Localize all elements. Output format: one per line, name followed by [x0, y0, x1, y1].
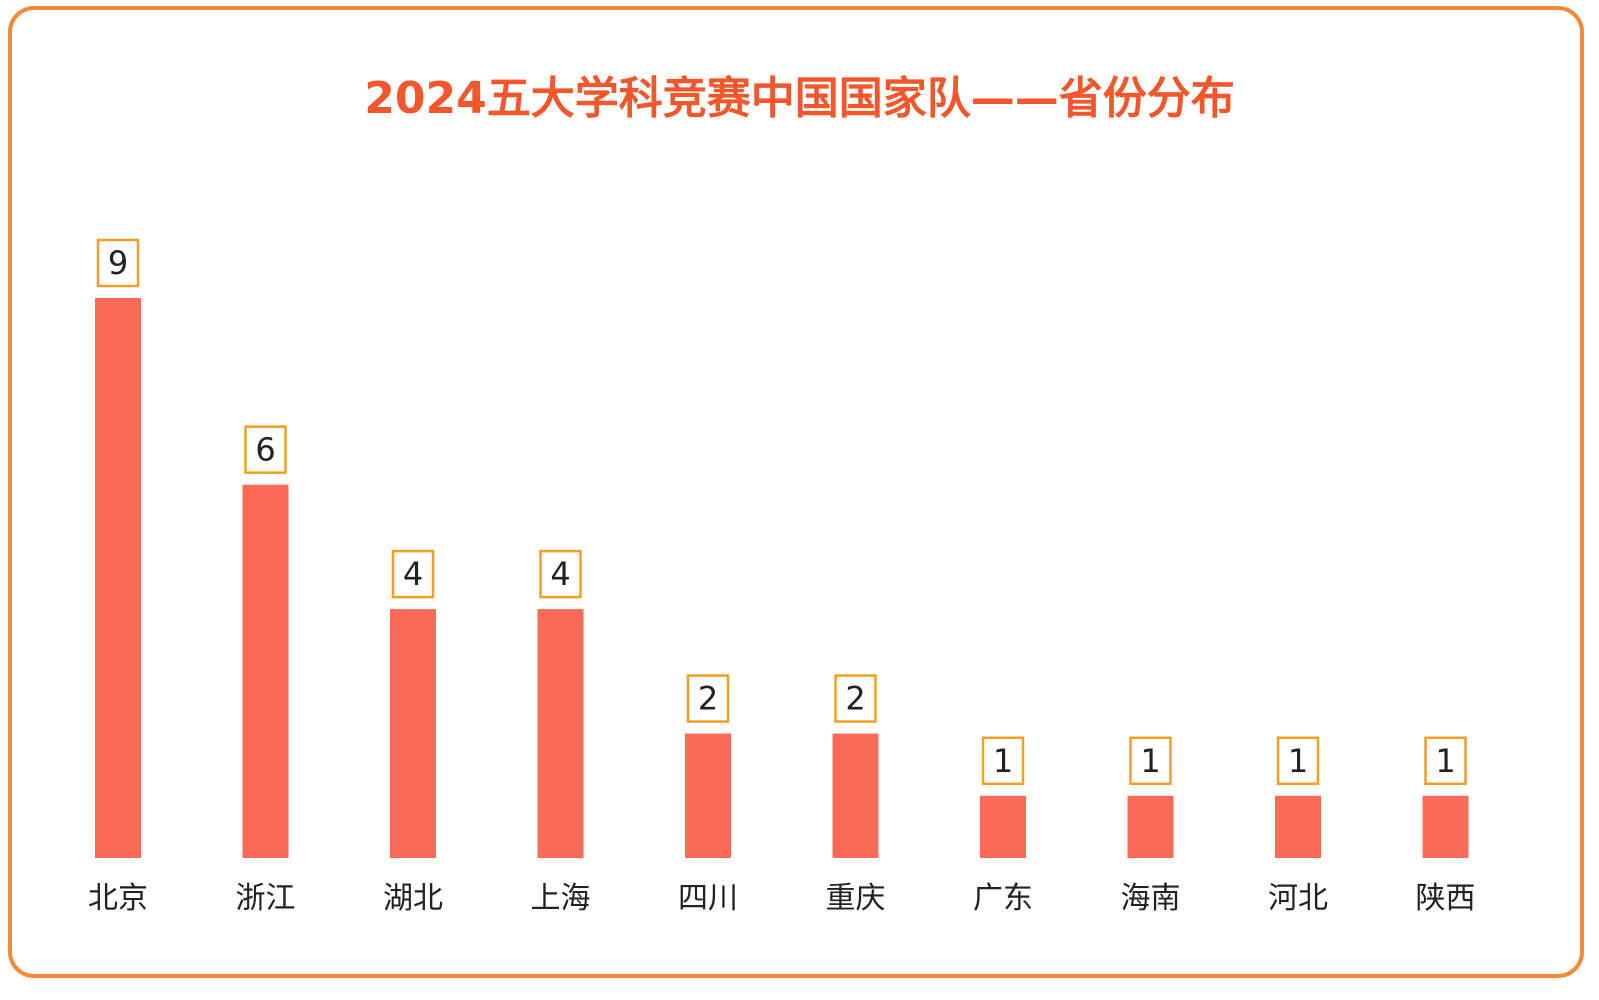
x-tick-label: 海南 — [1121, 881, 1181, 916]
data-label: 2 — [845, 680, 865, 718]
data-label: 9 — [108, 244, 128, 282]
data-label-box — [686, 674, 730, 723]
bar-重庆 — [832, 733, 879, 858]
data-label: 6 — [255, 431, 275, 469]
x-tick-label: 四川 — [678, 881, 738, 916]
x-tick-label: 湖北 — [383, 881, 443, 916]
data-label: 4 — [550, 555, 570, 593]
data-label: 1 — [993, 742, 1013, 780]
x-tick-label: 陕西 — [1416, 881, 1476, 916]
chart-title: 2024五大学科竞赛中国国家队——省份分布 — [364, 73, 1235, 124]
bar-陕西 — [1422, 795, 1469, 858]
data-label-box — [1424, 736, 1467, 786]
bar-北京 — [95, 298, 141, 858]
x-tick-label: 广东 — [973, 881, 1033, 916]
data-label: 1 — [1140, 742, 1160, 780]
data-label-box — [391, 549, 435, 599]
data-label: 1 — [1435, 742, 1455, 780]
x-tick-label: 上海 — [531, 881, 591, 916]
x-tick-label: 北京 — [88, 881, 148, 916]
data-label: 2 — [698, 680, 718, 718]
bar-上海 — [537, 609, 584, 858]
bar-河北 — [1275, 795, 1321, 858]
data-label-box — [96, 238, 140, 288]
bar-浙江 — [242, 484, 289, 858]
x-tick-label: 河北 — [1268, 881, 1328, 916]
bar-四川 — [685, 733, 731, 858]
data-label: 1 — [1288, 742, 1308, 780]
data-label-box — [1276, 736, 1320, 786]
data-label-box — [1129, 736, 1172, 786]
bar-海南 — [1127, 795, 1174, 858]
x-tick-label: 浙江 — [236, 881, 296, 916]
data-label-box — [834, 674, 877, 723]
bar-广东 — [980, 795, 1026, 858]
data-label-box — [981, 736, 1025, 786]
bar-湖北 — [390, 609, 436, 858]
x-tick-label: 重庆 — [826, 881, 886, 916]
data-label: 4 — [403, 555, 423, 593]
data-label-box — [539, 549, 582, 599]
data-label-box — [244, 425, 287, 474]
